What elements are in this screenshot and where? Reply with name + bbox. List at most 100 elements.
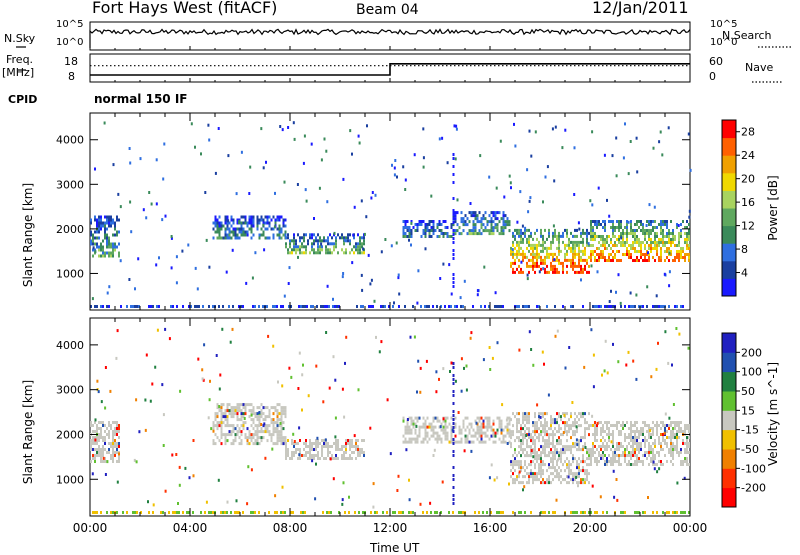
power-cell [119,205,122,209]
power-cell [528,243,530,247]
velocity-cell [586,448,588,452]
velocity-cell [538,448,540,452]
power-cell [656,235,658,238]
power-cell [630,232,632,235]
velocity-cell [321,454,323,457]
velocity-cell [686,451,688,454]
velocity-cell [552,463,554,467]
velocity-cell [652,430,654,433]
velocity-cell [496,428,499,432]
velocity-cell [404,437,407,441]
velocity-cell [620,511,622,514]
velocity-cell [612,436,614,439]
velocity-cell [680,451,682,454]
power-cell [582,267,584,271]
power-cell [428,220,431,223]
velocity-cell [414,431,417,435]
power-cell [362,305,364,308]
velocity-cell [329,451,331,454]
velocity-cell [242,403,245,407]
velocity-cell [238,403,241,407]
velocity-cell [649,429,652,433]
power-cell [652,220,654,223]
velocity-cell [282,511,284,514]
power-cell [270,218,273,222]
power-cell [250,230,253,234]
power-cell [285,242,287,246]
power-cell [554,125,557,129]
power-cell [610,238,612,241]
power-cell [554,231,556,235]
velocity-cell [470,422,473,426]
power-cell [528,270,530,274]
velocity-cell [534,445,536,449]
velocity-cell [658,436,660,439]
velocity-cell [592,385,595,389]
power-cell [636,238,638,241]
velocity-cell [634,436,636,439]
power-cell [108,242,110,246]
power-cell [554,234,556,238]
power-cell [284,224,287,228]
velocity-cell [228,424,231,428]
power-cell [112,242,114,246]
power-cell [510,186,512,190]
velocity-cell [256,436,259,440]
power-cell [172,305,174,308]
power-cell [408,238,410,242]
velocity-cell [624,511,626,514]
power-cell [272,236,275,240]
velocity-cell [466,440,469,444]
velocity-cell [466,437,469,441]
nave-tick-bottom: 0 [709,70,716,83]
power-cell [313,217,315,220]
power-cell [654,238,656,241]
power-cell [650,223,652,226]
velocity-cell [478,425,481,429]
power-cell [284,233,287,237]
velocity-cell [216,436,219,440]
power-cell [490,232,493,236]
velocity-cell [522,433,524,437]
velocity-cell [285,442,287,445]
power-cell [594,256,596,259]
velocity-cell [586,457,588,461]
velocity-cell [532,430,534,434]
velocity-cell [628,451,630,454]
velocity-cell [212,427,215,431]
velocity-cell [440,511,442,514]
power-cell [368,305,370,308]
velocity-cell [672,436,674,439]
velocity-cell [640,448,642,451]
power-cell [332,305,334,308]
velocity-cell [550,418,552,422]
power-cell [636,241,638,244]
velocity-cell [598,421,600,424]
power-cell [353,251,355,255]
velocity-cell [280,412,283,416]
power-cbar-tick-label: 4 [741,267,748,280]
velocity-cell [686,427,688,430]
power-cell [216,230,219,234]
velocity-cell [590,451,592,454]
velocity-cell [512,478,514,482]
power-cell [678,241,680,244]
power-cell [542,261,544,265]
power-cell [395,241,398,245]
velocity-cell [363,451,365,454]
power-cell [126,305,128,308]
power-cell [661,153,664,157]
power-cell [287,282,290,285]
velocity-cell [674,433,676,436]
velocity-cell [592,451,594,454]
velocity-cell [482,440,485,444]
velocity-cell [510,442,512,446]
velocity-cell [270,421,273,425]
power-cell [145,216,148,220]
power-cell [459,296,462,300]
velocity-cell [510,430,512,434]
velocity-cell [321,439,323,442]
velocity-cell [612,454,614,457]
velocity-cell [514,415,516,419]
velocity-cell [444,428,447,432]
